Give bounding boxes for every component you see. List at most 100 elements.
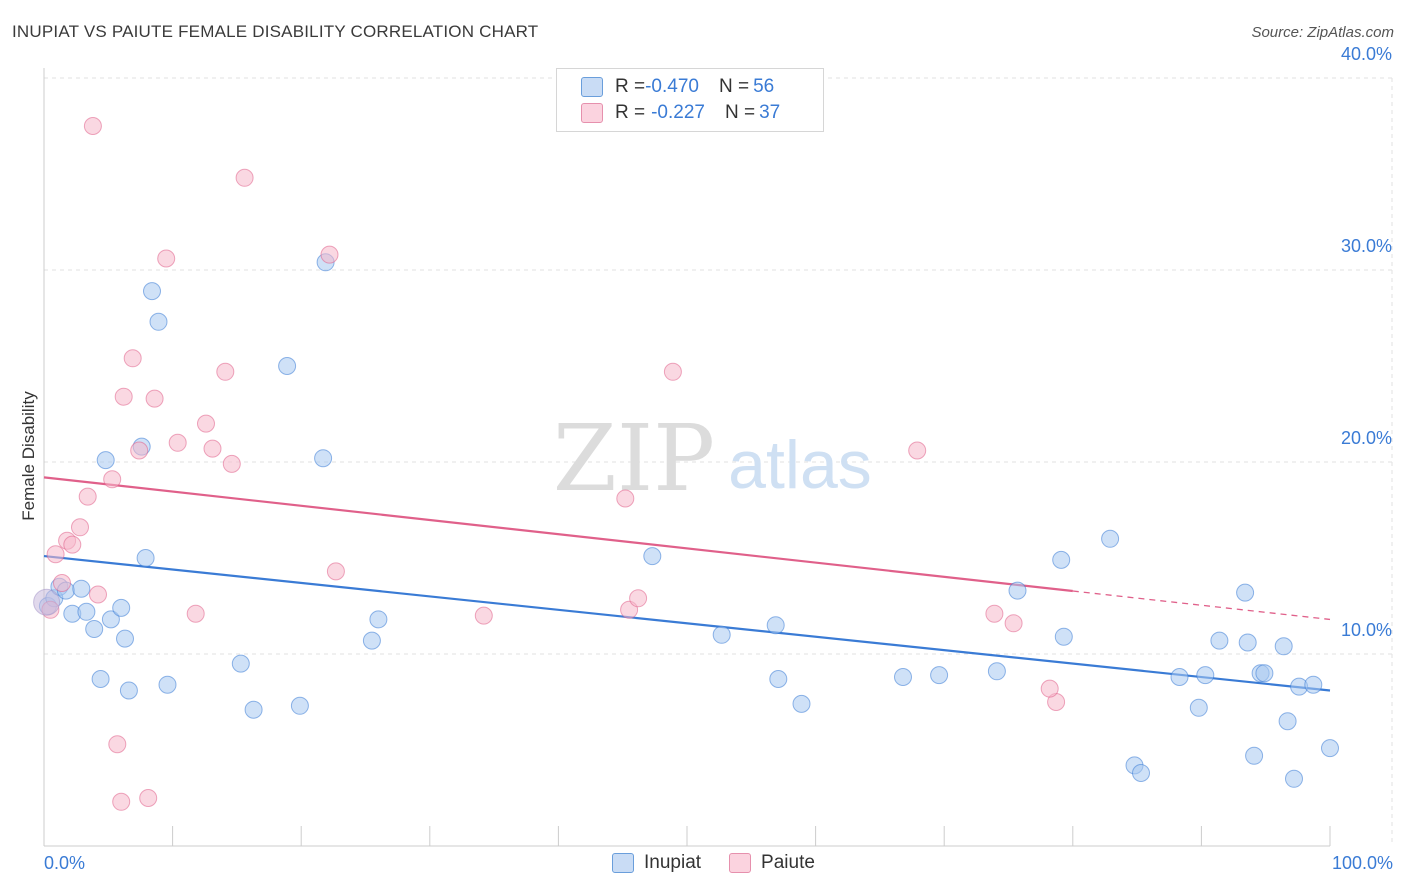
paiute-point[interactable] bbox=[197, 414, 215, 433]
paiute-point[interactable] bbox=[320, 245, 339, 264]
legend-label-paiute: Paiute bbox=[761, 852, 815, 873]
inupiat-point[interactable] bbox=[1132, 764, 1150, 782]
x-tick-label-end: 100.0% bbox=[1332, 853, 1393, 873]
paiute-point[interactable] bbox=[186, 604, 205, 623]
inupiat-point[interactable] bbox=[77, 602, 96, 621]
paiute-point[interactable] bbox=[216, 362, 235, 381]
paiute-point[interactable] bbox=[71, 518, 89, 537]
inupiat-point[interactable] bbox=[1285, 769, 1303, 788]
paiute-point[interactable] bbox=[616, 489, 635, 508]
paiute-point[interactable] bbox=[46, 545, 65, 564]
paiute-point[interactable] bbox=[168, 433, 187, 452]
inupiat-point[interactable] bbox=[1210, 631, 1229, 650]
inupiat-point[interactable] bbox=[362, 631, 381, 650]
stats-row-paiute: R = -0.227 N = 37 bbox=[581, 101, 780, 125]
r-label: R = bbox=[615, 76, 646, 97]
paiute-point[interactable] bbox=[326, 562, 345, 581]
paiute-point[interactable] bbox=[63, 535, 82, 554]
legend-item-paiute[interactable]: Paiute bbox=[729, 852, 815, 874]
inupiat-point[interactable] bbox=[1321, 739, 1339, 758]
paiute-point[interactable] bbox=[114, 387, 133, 406]
inupiat-point[interactable] bbox=[1255, 664, 1274, 683]
paiute-point[interactable] bbox=[474, 606, 493, 625]
paiute-point[interactable] bbox=[83, 117, 102, 135]
inupiat-point[interactable] bbox=[930, 666, 949, 685]
paiute-trend-line-extension bbox=[1072, 590, 1331, 621]
inupiat-point[interactable] bbox=[91, 670, 110, 688]
paiute-point[interactable] bbox=[1040, 679, 1059, 698]
inupiat-point[interactable] bbox=[72, 579, 91, 598]
paiute-point[interactable] bbox=[222, 454, 241, 473]
inupiat-point[interactable] bbox=[149, 312, 168, 331]
inupiat-point[interactable] bbox=[1236, 583, 1255, 602]
inupiat-point[interactable] bbox=[85, 620, 104, 638]
paiute-point[interactable] bbox=[157, 249, 176, 268]
inupiat-point[interactable] bbox=[1052, 550, 1071, 569]
paiute-point[interactable] bbox=[53, 574, 71, 592]
inupiat-point[interactable] bbox=[1196, 666, 1215, 685]
inupiat-point[interactable] bbox=[119, 681, 138, 700]
inupiat-point[interactable] bbox=[792, 694, 811, 713]
legend-item-inupiat[interactable]: Inupiat bbox=[612, 852, 701, 874]
paiute-point[interactable] bbox=[145, 389, 164, 408]
inupiat-point[interactable] bbox=[766, 616, 785, 635]
inupiat-point[interactable] bbox=[712, 625, 731, 644]
inupiat-point[interactable] bbox=[643, 547, 662, 566]
r-value: -0.227 bbox=[651, 102, 705, 123]
inupiat-point[interactable] bbox=[1238, 633, 1257, 652]
inupiat-point[interactable] bbox=[1008, 581, 1027, 600]
overlap-cluster-point[interactable] bbox=[33, 588, 61, 616]
inupiat-point[interactable] bbox=[112, 598, 131, 617]
inupiat-point[interactable] bbox=[231, 654, 250, 673]
inupiat-point[interactable] bbox=[278, 357, 297, 375]
y-tick-label: 10.0% bbox=[1341, 620, 1392, 640]
paiute-point[interactable] bbox=[139, 789, 158, 807]
inupiat-point[interactable] bbox=[987, 662, 1006, 681]
paiute-point[interactable] bbox=[1004, 614, 1023, 633]
paiute-point[interactable] bbox=[112, 792, 131, 811]
inupiat-point[interactable] bbox=[1304, 675, 1323, 694]
inupiat-point[interactable] bbox=[1278, 712, 1297, 731]
inupiat-swatch bbox=[581, 77, 603, 97]
y-tick-label: 20.0% bbox=[1341, 428, 1392, 448]
inupiat-point[interactable] bbox=[143, 282, 161, 301]
paiute-point[interactable] bbox=[629, 589, 648, 608]
inupiat-point[interactable] bbox=[1245, 746, 1264, 765]
watermark: ZIP atlas bbox=[553, 405, 872, 512]
x-tick-label-start: 0.0% bbox=[44, 853, 85, 873]
paiute-legend-swatch bbox=[729, 853, 752, 873]
inupiat-point[interactable] bbox=[1274, 637, 1293, 656]
inupiat-point[interactable] bbox=[101, 610, 120, 629]
inupiat-point[interactable] bbox=[158, 675, 177, 694]
paiute-point[interactable] bbox=[130, 441, 149, 460]
inupiat-point[interactable] bbox=[244, 700, 263, 719]
inupiat-point[interactable] bbox=[116, 629, 134, 648]
series-legend: Inupiat Paiute bbox=[612, 852, 843, 874]
paiute-point[interactable] bbox=[663, 362, 682, 381]
source-label: Source: ZipAtlas.com bbox=[1251, 24, 1394, 41]
inupiat-point[interactable] bbox=[369, 610, 388, 629]
paiute-point[interactable] bbox=[108, 735, 127, 754]
paiute-point[interactable] bbox=[89, 585, 107, 604]
paiute-point[interactable] bbox=[908, 441, 927, 460]
inupiat-point[interactable] bbox=[314, 449, 333, 468]
paiute-point[interactable] bbox=[103, 470, 122, 489]
paiute-point[interactable] bbox=[123, 349, 142, 368]
data-points bbox=[33, 117, 1339, 811]
inupiat-point[interactable] bbox=[1170, 668, 1189, 686]
y-axis-title: Female Disability bbox=[19, 391, 38, 521]
y-tick-label: 30.0% bbox=[1341, 236, 1392, 256]
paiute-point[interactable] bbox=[203, 439, 222, 458]
paiute-point[interactable] bbox=[78, 487, 97, 506]
inupiat-point[interactable] bbox=[96, 451, 115, 470]
inupiat-point[interactable] bbox=[1054, 627, 1073, 646]
inupiat-point[interactable] bbox=[769, 670, 788, 688]
axis-labels: 10.0% 20.0% 30.0% 40.0% 0.0% 100.0% Female Dis… bbox=[19, 44, 1393, 873]
inupiat-point[interactable] bbox=[894, 668, 912, 686]
paiute-point[interactable] bbox=[985, 604, 1004, 623]
inupiat-point[interactable] bbox=[1101, 529, 1120, 548]
inupiat-point[interactable] bbox=[290, 696, 309, 715]
inupiat-point[interactable] bbox=[136, 549, 155, 567]
inupiat-point[interactable] bbox=[1189, 698, 1208, 717]
paiute-point[interactable] bbox=[235, 168, 254, 187]
